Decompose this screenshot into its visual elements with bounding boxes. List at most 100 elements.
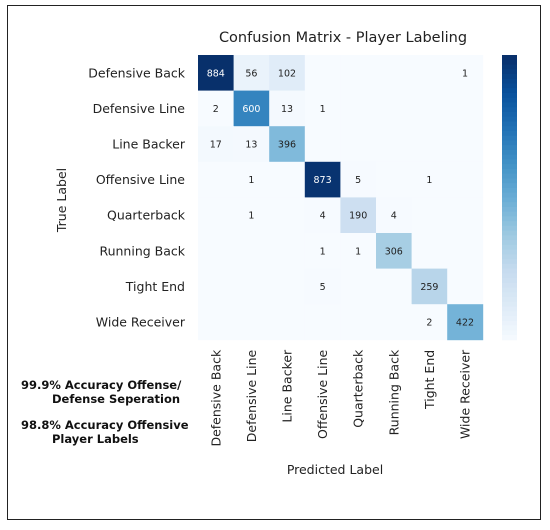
colorbar-segment bbox=[502, 287, 517, 293]
heatmap-cell bbox=[304, 268, 341, 305]
colorbar-segment bbox=[502, 154, 517, 160]
colorbar-segment bbox=[502, 311, 517, 317]
colorbar-segment bbox=[502, 173, 517, 179]
colorbar-segment bbox=[502, 107, 517, 113]
colorbar-segment bbox=[502, 140, 517, 146]
colorbar-segment bbox=[502, 225, 517, 232]
cell-value-label: 5 bbox=[355, 175, 361, 186]
note-line: 98.8% Accuracy Offensive bbox=[21, 418, 189, 432]
heatmap-cell bbox=[233, 268, 270, 305]
colorbar-segment bbox=[502, 69, 517, 75]
cell-value-label: 1 bbox=[355, 246, 361, 257]
colorbar-segment bbox=[502, 92, 517, 99]
heatmap-cell bbox=[447, 126, 484, 163]
colorbar-segment bbox=[502, 316, 517, 322]
heatmap-cell bbox=[269, 126, 306, 163]
colorbar-segment bbox=[502, 73, 517, 80]
heatmap-cell bbox=[340, 268, 377, 305]
heatmap-cell bbox=[304, 233, 341, 269]
heatmap-cell bbox=[198, 161, 234, 198]
colorbar-segment bbox=[502, 306, 517, 312]
cell-value-label: 2 bbox=[426, 318, 432, 329]
colorbar-segment bbox=[502, 206, 517, 213]
heatmap-cell bbox=[304, 161, 341, 198]
heatmap-cell bbox=[304, 304, 341, 341]
heatmap-cell bbox=[376, 233, 412, 269]
colorbar-segment bbox=[502, 183, 517, 189]
colorbar-segment bbox=[502, 168, 517, 175]
heatmap-cell bbox=[411, 233, 448, 269]
colorbar-segment bbox=[502, 64, 517, 70]
note-line: Defense Seperation bbox=[52, 392, 181, 406]
column-tick-labels: Defensive Back Defensive Line Line Backer O… bbox=[208, 349, 472, 447]
heatmap-cell bbox=[269, 268, 306, 305]
cell-value-label: 1 bbox=[462, 68, 468, 79]
heatmap-cell bbox=[340, 161, 377, 198]
heatmap-cell bbox=[198, 126, 234, 163]
colorbar-segment bbox=[502, 59, 517, 65]
column-tick-label: Offensive Line bbox=[315, 350, 330, 439]
heatmap-cell bbox=[198, 90, 234, 127]
heatmap-cell bbox=[376, 304, 412, 341]
heatmap-cell bbox=[269, 233, 306, 269]
colorbar-segment bbox=[502, 211, 517, 217]
x-axis-label: Predicted Label bbox=[287, 462, 383, 477]
cell-value-label: 306 bbox=[385, 246, 403, 257]
colorbar-segment bbox=[502, 135, 517, 141]
heatmap-cell bbox=[269, 304, 306, 341]
colorbar-segment bbox=[502, 263, 517, 270]
colorbar-segment bbox=[502, 292, 517, 298]
colorbar-segment bbox=[502, 164, 517, 170]
row-tick-label: Running Back bbox=[99, 243, 185, 258]
heatmap-cell bbox=[233, 126, 270, 163]
cell-value-label: 17 bbox=[210, 140, 222, 151]
heatmap-cell bbox=[304, 197, 341, 234]
heatmap-cell bbox=[198, 304, 234, 341]
cell-value-label: 2 bbox=[213, 104, 219, 115]
column-tick-label: Line Backer bbox=[280, 349, 295, 423]
colorbar-segment bbox=[502, 202, 517, 208]
cell-value-label: 1 bbox=[320, 104, 326, 115]
heatmap-cell bbox=[340, 90, 377, 127]
row-tick-label: Defensive Line bbox=[93, 101, 186, 116]
heatmap-cell bbox=[376, 161, 412, 198]
heatmap-cell bbox=[233, 233, 270, 269]
cell-value-label: 1 bbox=[248, 175, 254, 186]
colorbar-segment bbox=[502, 216, 517, 222]
colorbar-segment bbox=[502, 78, 517, 84]
heatmap-cell bbox=[376, 268, 412, 305]
cell-value-label: 600 bbox=[242, 104, 260, 115]
heatmap-cell bbox=[447, 90, 484, 127]
heatmap-cell bbox=[198, 268, 234, 305]
colorbar-segment bbox=[502, 88, 517, 94]
heatmap-cells: 884 56 102 1 2 600 13 1 17 13 396 1 873 5 1 1 4 190 4 1 1 306… bbox=[198, 55, 484, 341]
colorbar-segment bbox=[502, 97, 517, 103]
colorbar-segment bbox=[502, 230, 517, 236]
colorbar-segment bbox=[502, 325, 517, 331]
colorbar-segment bbox=[502, 235, 517, 241]
cell-value-label: 396 bbox=[278, 140, 296, 151]
row-tick-label: Tight End bbox=[125, 279, 185, 294]
heatmap-cell bbox=[269, 55, 306, 91]
colorbar-segment bbox=[502, 249, 517, 255]
heatmap-cell bbox=[269, 197, 306, 234]
heatmap-cell bbox=[198, 55, 234, 91]
heatmap-cell bbox=[447, 55, 484, 91]
heatmap-cell bbox=[233, 161, 270, 198]
row-tick-labels: Defensive Back Defensive Line Line Backer O… bbox=[88, 65, 186, 329]
heatmap-cell bbox=[198, 233, 234, 269]
heatmap-cell bbox=[340, 55, 377, 91]
heatmap-cell bbox=[447, 161, 484, 198]
heatmap-cell bbox=[447, 304, 484, 341]
heatmap-cell bbox=[269, 90, 306, 127]
colorbar-segment bbox=[502, 254, 517, 260]
heatmap-cell bbox=[198, 197, 234, 234]
colorbar-segment bbox=[502, 335, 517, 341]
cell-value-label: 5 bbox=[320, 282, 326, 293]
heatmap-cell bbox=[233, 90, 270, 127]
colorbar-segment bbox=[502, 273, 517, 279]
heatmap-cell bbox=[411, 268, 448, 305]
row-tick-label: Line Backer bbox=[112, 137, 186, 152]
colorbar-segment bbox=[502, 221, 517, 227]
heatmap-cell bbox=[340, 233, 377, 269]
